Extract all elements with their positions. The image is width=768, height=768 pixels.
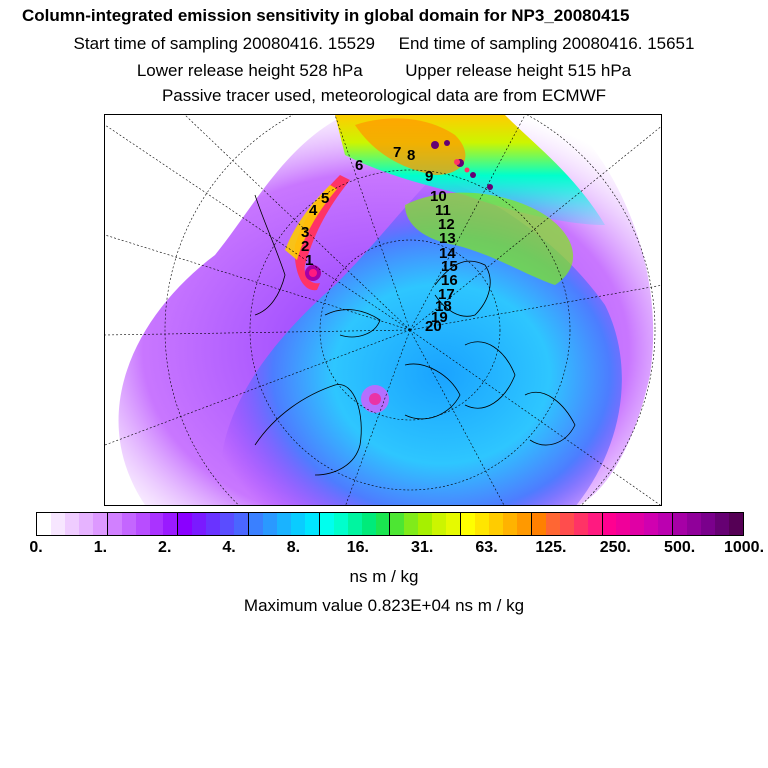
track-labels: 1 2 3 4 5 6 7 8 9 10 11 12 13 14 15 16 1… (301, 144, 458, 335)
colorbar-swatch (220, 513, 235, 535)
colorbar-tick-label: 8. (286, 539, 301, 556)
colorbar-swatch (78, 513, 93, 535)
colorbar-swatch (687, 513, 702, 535)
release-heights: Lower release height 528 hPa Upper relea… (0, 61, 768, 81)
colorbar-swatch (135, 513, 150, 535)
colorbar-swatch (630, 513, 645, 535)
colorbar-swatch (361, 513, 376, 535)
colorbar-swatch (149, 513, 164, 535)
colorbar-swatch (715, 513, 729, 535)
colorbar-swatch (701, 513, 715, 535)
map-canvas: 1 2 3 4 5 6 7 8 9 10 11 12 13 14 15 16 1… (105, 115, 661, 505)
upper-release-label: Upper release height 515 hPa (405, 61, 632, 80)
track-label: 8 (407, 147, 415, 164)
track-label: 16 (441, 272, 458, 289)
colorbar-tick-label: 16. (346, 539, 369, 556)
colorbar-swatch (178, 513, 193, 535)
colorbar-tick-label: 63. (475, 539, 498, 556)
track-label: 20 (425, 318, 442, 335)
colorbar-swatch (347, 513, 362, 535)
track-label: 14 (439, 245, 456, 262)
max-value-label: Maximum value 0.823E+04 ns m / kg (243, 596, 525, 615)
colorbar-swatch (616, 513, 631, 535)
track-label: 11 (435, 202, 451, 219)
colorbar-swatch (587, 513, 603, 535)
colorbar-swatch (404, 513, 419, 535)
colorbar-swatch (107, 513, 122, 535)
colorbar-tick-label: 0. (29, 539, 43, 556)
colorbar-tick-label: 125. (535, 539, 567, 556)
track-label: 2 (301, 238, 309, 255)
track-label: 10 (430, 188, 447, 205)
track-label: 18 (435, 298, 452, 315)
track-label: 1 (305, 252, 313, 269)
colorbar-swatch (333, 513, 348, 535)
colorbar-tick-label: 250. (599, 539, 631, 556)
track-label: 9 (425, 168, 433, 185)
colorbar-swatch (206, 513, 221, 535)
colorbar-swatch (92, 513, 108, 535)
colorbar-swatch (319, 513, 334, 535)
colorbar-swatch (728, 513, 743, 535)
track-label: 13 (439, 230, 456, 247)
chart-title: Column-integrated emission sensitivity i… (22, 6, 630, 25)
colorbar-swatch (234, 513, 250, 535)
colorbar-tick-label: 31. (411, 539, 434, 556)
sampling-times: Start time of sampling 20080416. 15529 E… (0, 34, 768, 54)
colorbar-swatch (502, 513, 517, 535)
track-label: 4 (309, 202, 318, 219)
colorbar-tick-label: 2. (158, 539, 172, 556)
track-label: 3 (301, 224, 309, 241)
colorbar-swatch (644, 513, 659, 535)
colorbar-swatch (475, 513, 489, 535)
colorbar-swatch (263, 513, 277, 535)
colorbar-swatch (658, 513, 674, 535)
colorbar-swatch (602, 513, 617, 535)
track-label: 7 (393, 144, 401, 161)
track-label: 6 (355, 157, 363, 174)
track-label: 5 (321, 190, 329, 207)
colorbar-tick-label: 500. (664, 539, 696, 556)
start-time-label: Start time of sampling 20080416. 15529 (73, 34, 376, 53)
colorbar (36, 512, 744, 536)
colorbar-swatch (64, 513, 79, 535)
colorbar-swatch (249, 513, 263, 535)
colorbar-swatch (559, 513, 574, 535)
colorbar-swatch (446, 513, 462, 535)
sensitivity-map: 1 2 3 4 5 6 7 8 9 10 11 12 13 14 15 16 1… (104, 114, 662, 506)
colorbar-swatch (163, 513, 179, 535)
lower-release-label: Lower release height 528 hPa (136, 61, 363, 80)
colorbar-swatch (545, 513, 560, 535)
colorbar-swatch (461, 513, 476, 535)
track-label: 12 (438, 216, 455, 233)
colorbar-swatch (50, 513, 65, 535)
colorbar-swatch (390, 513, 405, 535)
colorbar-tick-label: 1. (93, 539, 108, 556)
colorbar-swatch (573, 513, 588, 535)
colorbar-swatch (418, 513, 433, 535)
colorbar-swatch (37, 513, 51, 535)
track-label: 19 (431, 309, 448, 326)
unit-label: ns m / kg (349, 567, 419, 586)
colorbar-swatch (375, 513, 391, 535)
colorbar-swatch (276, 513, 291, 535)
colorbar-swatch (489, 513, 503, 535)
tracer-note: Passive tracer used, meteorological data… (161, 86, 607, 105)
colorbar-swatch (516, 513, 532, 535)
colorbar-swatch (432, 513, 447, 535)
colorbar-swatch (192, 513, 207, 535)
colorbar-swatch (673, 513, 688, 535)
colorbar-tick-label: 4. (222, 539, 236, 556)
colorbar-swatch (290, 513, 305, 535)
colorbar-tick-label: 1000. (723, 539, 765, 556)
track-label: 15 (441, 258, 458, 275)
colorbar-swatch (121, 513, 136, 535)
colorbar-swatch (304, 513, 320, 535)
end-time-label: End time of sampling 20080416. 15651 (398, 34, 695, 53)
colorbar-swatch (531, 513, 546, 535)
track-label: 17 (438, 286, 455, 303)
